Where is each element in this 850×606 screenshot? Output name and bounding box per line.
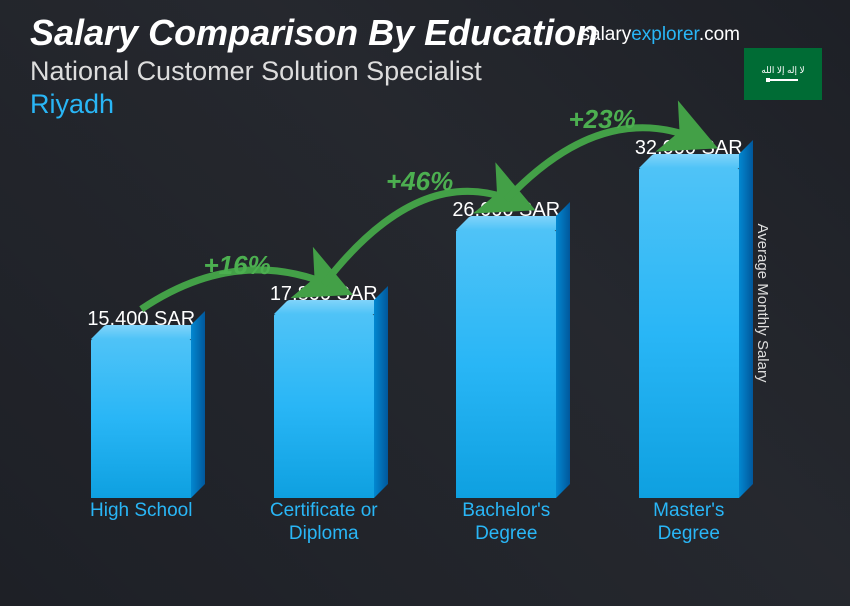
bar <box>91 339 191 498</box>
svg-text:لا إله إلا الله: لا إله إلا الله <box>761 65 804 76</box>
flag-icon: لا إله إلا الله <box>744 48 822 100</box>
bar <box>456 230 556 498</box>
brand-logo: salaryexplorer.com <box>581 24 740 46</box>
xlabel: Master'sDegree <box>614 500 764 546</box>
brand-pre: salary <box>581 24 632 45</box>
xlabel: High School <box>66 500 216 546</box>
bar-group: 26,000 SAR <box>431 199 581 498</box>
chart-location: Riyadh <box>30 89 820 120</box>
bar-group: 15,400 SAR <box>66 308 216 498</box>
bar <box>639 168 739 498</box>
brand-suffix: .com <box>699 24 740 45</box>
chart-subtitle: National Customer Solution Specialist <box>30 56 820 87</box>
brand-accent: explorer <box>631 24 699 45</box>
bar-group: 32,000 SAR <box>614 137 764 498</box>
bar-group: 17,800 SAR <box>249 283 399 498</box>
chart-area: 15,400 SAR17,800 SAR26,000 SAR32,000 SAR… <box>50 150 780 546</box>
bars-container: 15,400 SAR17,800 SAR26,000 SAR32,000 SAR <box>50 150 780 498</box>
bar <box>274 314 374 498</box>
xlabel: Bachelor'sDegree <box>431 500 581 546</box>
xlabels-container: High School Certificate orDiploma Bachelor… <box>50 500 780 546</box>
xlabel: Certificate orDiploma <box>249 500 399 546</box>
